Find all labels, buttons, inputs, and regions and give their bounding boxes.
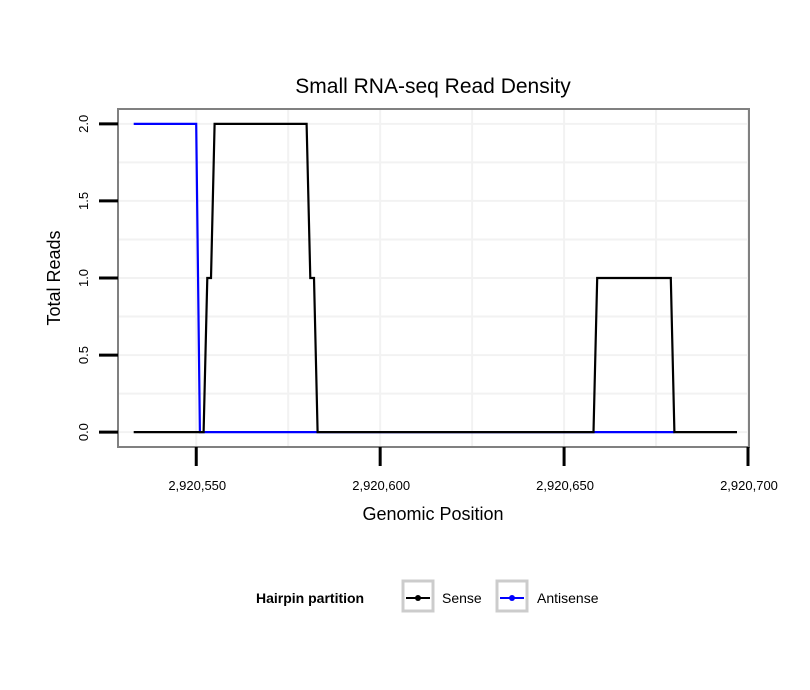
legend-dot-sense xyxy=(415,595,421,601)
chart-title: Small RNA-seq Read Density xyxy=(295,75,571,98)
legend-title: Hairpin partition xyxy=(256,590,364,606)
series-layer xyxy=(133,122,737,434)
y-tick-label: 1.5 xyxy=(76,192,91,210)
x-tick-label: 2,920,550 xyxy=(168,478,226,493)
legend-label-sense: Sense xyxy=(442,590,482,606)
series-line-antisense xyxy=(133,122,675,434)
legend-key-antisense xyxy=(495,579,529,613)
legend-label-antisense: Antisense xyxy=(537,590,599,606)
legend: Hairpin partition Sense Antisense xyxy=(256,579,599,613)
x-tick-label: 2,920,600 xyxy=(352,478,410,493)
legend-dot-antisense xyxy=(509,595,515,601)
x-axis: 2,920,550 2,920,600 2,920,650 2,920,700 xyxy=(168,447,778,493)
x-tick-label: 2,920,700 xyxy=(720,478,778,493)
y-axis-title: Total Reads xyxy=(44,230,64,325)
series-line-sense xyxy=(133,122,737,434)
y-tick-label: 0.0 xyxy=(76,423,91,441)
x-tick-label: 2,920,650 xyxy=(536,478,594,493)
x-axis-title: Genomic Position xyxy=(362,504,503,524)
legend-key-sense xyxy=(401,579,435,613)
y-tick-label: 2.0 xyxy=(76,115,91,133)
y-tick-label: 0.5 xyxy=(76,346,91,364)
y-axis: 0.0 0.5 1.0 1.5 2.0 xyxy=(76,115,118,441)
y-tick-label: 1.0 xyxy=(76,269,91,287)
